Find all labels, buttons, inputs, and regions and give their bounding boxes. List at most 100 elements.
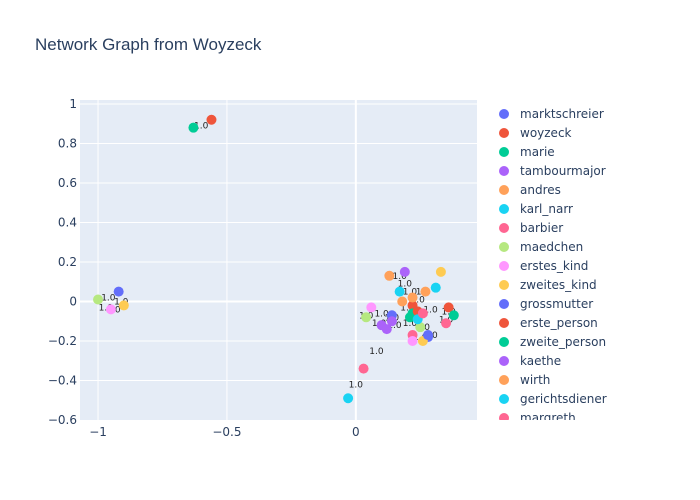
edge-weight-label: 1.0 [349, 380, 364, 390]
edge-weight-label: 1.0 [392, 272, 407, 282]
legend-item-wirth[interactable]: wirth [494, 370, 550, 389]
node-point-andres[interactable] [384, 270, 395, 281]
legend-item-marie[interactable]: marie [494, 142, 555, 161]
legend-label: erste_person [520, 315, 598, 330]
legend-item-andres[interactable]: andres [494, 180, 561, 199]
legend-marker [499, 412, 509, 420]
node-point-grossmutter[interactable] [423, 330, 434, 341]
node-point-erstes_kind[interactable] [105, 304, 116, 315]
legend-item-tambourmajor[interactable]: tambourmajor [494, 161, 606, 180]
node-point-karl_narr[interactable] [343, 393, 354, 404]
node-point-erstes_kind[interactable] [366, 302, 377, 313]
node-point-woyzeck[interactable] [443, 302, 454, 313]
y-tick-label: 0 [69, 294, 77, 308]
legend-marker [499, 146, 509, 157]
legend-item-margreth[interactable]: margreth [494, 408, 576, 420]
node-point-maedchen[interactable] [415, 322, 426, 333]
legend-marker [499, 260, 509, 271]
legend-label: andres [520, 182, 561, 197]
legend-item-grossmutter[interactable]: grossmutter [494, 294, 593, 313]
node-point-maedchen[interactable] [93, 294, 104, 305]
legend-label: karl_narr [520, 201, 573, 216]
plot-area [80, 100, 477, 420]
edge-weight-label: 1.0 [99, 303, 114, 313]
legend-item-maedchen[interactable]: maedchen [494, 237, 583, 256]
x-tick-label: 0 [352, 425, 360, 439]
node-point-karl_narr[interactable] [394, 286, 405, 297]
node-point-wirth[interactable] [407, 292, 418, 303]
legend-marker [499, 108, 509, 119]
legend-label: wirth [520, 372, 551, 387]
edge-weight-label: 1.0 [369, 347, 384, 357]
legend-marker [499, 336, 509, 347]
legend-item-erste_person[interactable]: erste_person [494, 313, 598, 332]
legend-label: woyzeck [520, 125, 572, 140]
legend-item-gerichtsdiener[interactable]: gerichtsdiener [494, 389, 607, 408]
legend-label: erstes_kind [520, 258, 589, 273]
legend-marker [499, 203, 509, 214]
edge-weight-label: 1.0 [101, 294, 116, 304]
legend-item-zweites_kind[interactable]: zweites_kind [494, 275, 597, 294]
edge-weight-label: 1.0 [398, 280, 413, 290]
edge-weight-label: 1.0 [423, 305, 438, 315]
node-point-marktschreier[interactable] [113, 286, 124, 297]
legend-item-marktschreier[interactable]: marktschreier [494, 104, 604, 123]
y-tick-label: 0.8 [58, 136, 77, 150]
y-tick-label: 1 [69, 97, 77, 111]
edge-weight-label: 1.0 [400, 303, 415, 313]
legend-item-woyzeck[interactable]: woyzeck [494, 123, 572, 142]
legend-marker [499, 374, 509, 385]
legend-label: margreth [520, 410, 576, 421]
node-point-zweites_kind[interactable] [118, 300, 129, 311]
node-point-marie[interactable] [188, 122, 199, 133]
legend-item-erstes_kind[interactable]: erstes_kind [494, 256, 588, 275]
node-point-andres[interactable] [420, 286, 431, 297]
y-tick-label: 0.2 [58, 255, 77, 269]
legend-item-karl_narr[interactable]: karl_narr [494, 199, 573, 218]
node-point-zweites_kind[interactable] [435, 266, 446, 277]
y-tick-label: 0.4 [58, 215, 77, 229]
legend-label: kaethe [520, 353, 562, 368]
edge-weight-label: 1.0 [194, 122, 209, 132]
legend-item-kaethe[interactable]: kaethe [494, 351, 561, 370]
node-point-woyzeck[interactable] [206, 114, 217, 125]
legend-marker [499, 184, 509, 195]
legend-item-zweite_person[interactable]: zweite_person [494, 332, 606, 351]
node-point-barbier[interactable] [358, 363, 369, 374]
legend-item-barbier[interactable]: barbier [494, 218, 563, 237]
edge-weight-label: 1.0 [411, 296, 426, 306]
legend-marker [499, 298, 509, 309]
legend-marker [499, 127, 509, 138]
node-point-barbier[interactable] [441, 318, 452, 329]
node-point-tambourmajor[interactable] [386, 316, 397, 327]
legend-marker [499, 279, 509, 290]
node-point-andres[interactable] [397, 296, 408, 307]
legend-label: barbier [520, 220, 564, 235]
legend-label: tambourmajor [520, 163, 606, 178]
edge-weight-label: 1.0 [403, 319, 418, 329]
legend-marker [499, 241, 509, 252]
edge-weight-label: 1.0 [403, 288, 418, 298]
legend-label: zweites_kind [520, 277, 597, 292]
node-point-karl_narr[interactable] [430, 282, 441, 293]
node-point-kaethe[interactable] [381, 324, 392, 335]
legend-label: gerichtsdiener [520, 391, 607, 406]
y-tick-label: −0.6 [48, 413, 77, 427]
node-point-marie[interactable] [448, 310, 459, 321]
node-point-maedchen[interactable] [361, 312, 372, 323]
x-tick-label: −0.5 [212, 425, 241, 439]
y-tick-label: −0.2 [48, 334, 77, 348]
legend-label: zweite_person [520, 334, 607, 349]
legend-marker [499, 355, 509, 366]
legend: marktschreier woyzeck marie tambourmajor and… [494, 104, 700, 420]
legend-label: marktschreier [520, 106, 604, 121]
edge-weight-label: 1.0 [374, 309, 389, 319]
node-point-margreth[interactable] [417, 308, 428, 319]
node-point-tambourmajor[interactable] [399, 266, 410, 277]
legend-label: maedchen [520, 239, 584, 254]
edge-weight-label: 1.0 [387, 321, 402, 331]
node-point-erstes_kind[interactable] [407, 335, 418, 346]
legend-marker [499, 393, 509, 404]
node-point-zweite_person[interactable] [404, 312, 415, 323]
